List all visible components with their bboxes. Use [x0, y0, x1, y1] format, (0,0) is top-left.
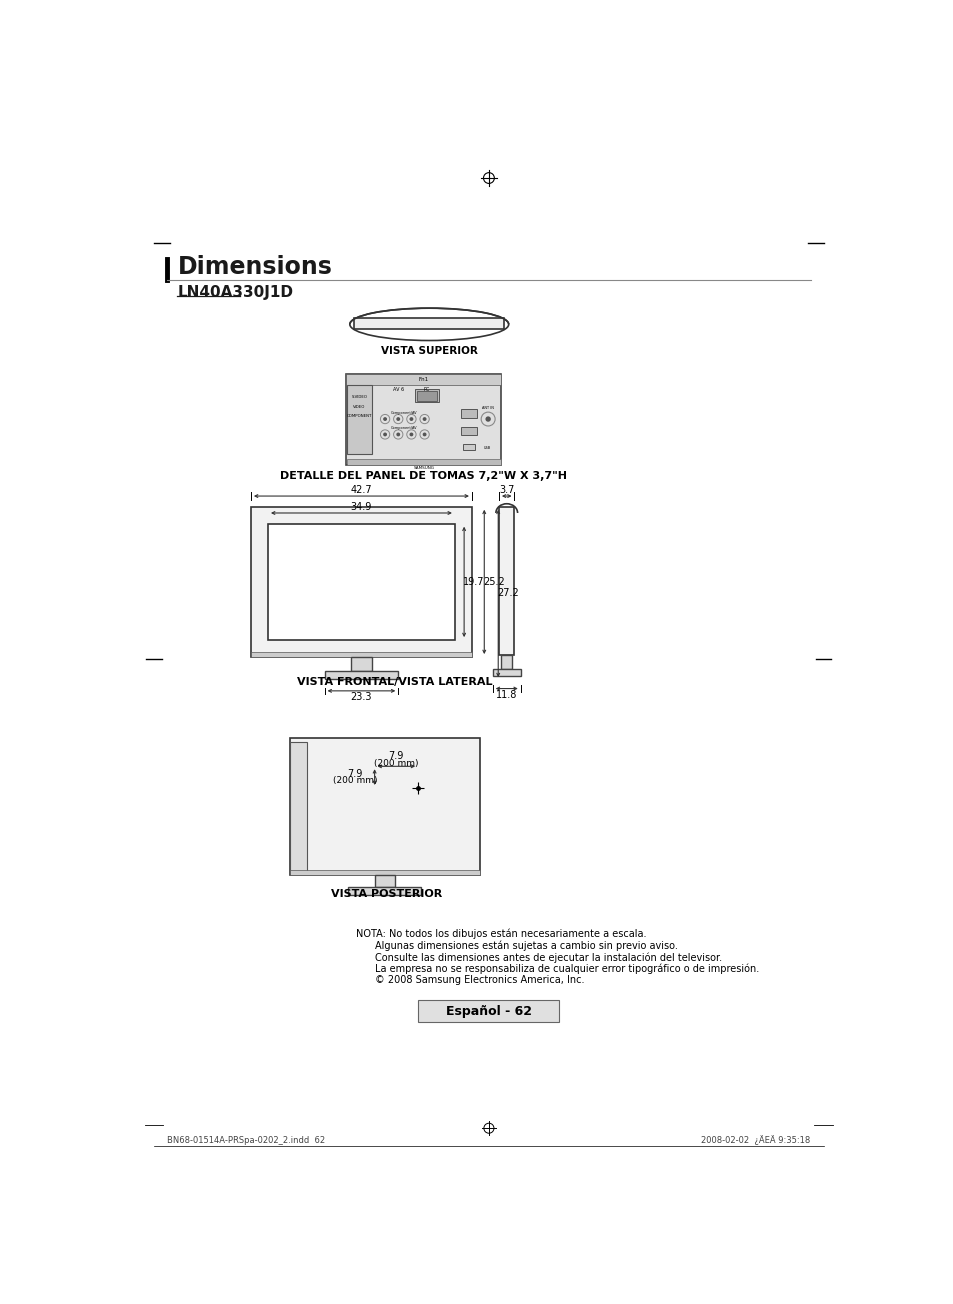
Text: 11.8: 11.8: [496, 690, 517, 700]
Circle shape: [395, 417, 399, 421]
Bar: [324, 670, 397, 678]
Text: Fn1: Fn1: [418, 377, 429, 382]
Text: 25.2: 25.2: [483, 576, 505, 587]
Bar: [460, 409, 476, 417]
Text: 7.9: 7.9: [388, 751, 403, 762]
Bar: [416, 391, 436, 400]
Text: © 2008 Samsung Electronics America, Inc.: © 2008 Samsung Electronics America, Inc.: [375, 975, 584, 986]
Bar: [415, 389, 439, 402]
Bar: [351, 657, 371, 670]
Circle shape: [422, 433, 426, 437]
Circle shape: [485, 416, 491, 421]
Text: BN68-01514A-PRSpa-0202_2.indd  62: BN68-01514A-PRSpa-0202_2.indd 62: [167, 1136, 325, 1145]
Bar: [251, 652, 472, 657]
Bar: [375, 875, 395, 887]
Text: ANT IN: ANT IN: [481, 407, 494, 411]
Text: 19.7: 19.7: [463, 576, 484, 587]
Text: 7.9: 7.9: [347, 769, 362, 778]
Text: VIDEO: VIDEO: [353, 404, 365, 408]
Text: Dimensions: Dimensions: [178, 254, 333, 279]
Text: NOTA: No todos los dibujos están necesariamente a escala.: NOTA: No todos los dibujos están necesar…: [355, 928, 645, 939]
Bar: [346, 374, 500, 385]
Text: La empresa no se responsabiliza de cualquier error tipográfico o de impresión.: La empresa no se responsabiliza de cualq…: [375, 964, 759, 974]
Bar: [347, 459, 500, 466]
Circle shape: [422, 417, 426, 421]
Bar: [462, 443, 475, 450]
Circle shape: [409, 417, 413, 421]
Text: AV 6: AV 6: [393, 387, 404, 393]
Bar: [348, 887, 421, 895]
Text: 27.2: 27.2: [497, 588, 518, 599]
Bar: [354, 318, 504, 329]
Text: Consulte las dimensiones antes de ejecutar la instalación del televisor.: Consulte las dimensiones antes de ejecut…: [375, 952, 721, 962]
Text: 3.7: 3.7: [498, 485, 514, 496]
Circle shape: [383, 433, 387, 437]
Bar: [498, 507, 514, 655]
Text: Component/AV: Component/AV: [391, 426, 417, 430]
Text: VISTA FRONTAL/VISTA LATERAL: VISTA FRONTAL/VISTA LATERAL: [296, 677, 492, 687]
Text: PC: PC: [422, 387, 429, 393]
Bar: [493, 669, 520, 677]
Text: USB: USB: [483, 446, 491, 450]
Bar: [290, 738, 479, 875]
Circle shape: [409, 433, 413, 437]
Bar: [268, 524, 455, 640]
Text: (200 mm): (200 mm): [374, 759, 418, 768]
Bar: [290, 870, 479, 875]
Text: (200 mm): (200 mm): [333, 776, 377, 785]
Circle shape: [395, 433, 399, 437]
Text: DETALLE DEL PANEL DE TOMAS 7,2"W X 3,7"H: DETALLE DEL PANEL DE TOMAS 7,2"W X 3,7"H: [280, 471, 567, 481]
Text: Español - 62: Español - 62: [445, 1004, 532, 1017]
Text: 2008-02-02  ¿ÄEÄ 9:35:18: 2008-02-02 ¿ÄEÄ 9:35:18: [700, 1136, 810, 1145]
Bar: [460, 426, 476, 436]
Text: 34.9: 34.9: [351, 502, 372, 512]
Bar: [251, 507, 472, 657]
Text: VISTA SUPERIOR: VISTA SUPERIOR: [380, 346, 477, 356]
Bar: [290, 742, 307, 871]
Text: SAMSUNG: SAMSUNG: [413, 467, 434, 471]
Text: 42.7: 42.7: [351, 485, 372, 496]
Text: 23.3: 23.3: [351, 692, 372, 702]
Bar: [500, 655, 512, 669]
Text: Component/AV: Component/AV: [391, 411, 417, 415]
Text: Algunas dimensiones están sujetas a cambio sin previo aviso.: Algunas dimensiones están sujetas a camb…: [375, 940, 678, 951]
Circle shape: [383, 417, 387, 421]
Bar: [346, 374, 500, 466]
Bar: [347, 385, 372, 455]
Text: LN40A330J1D: LN40A330J1D: [177, 284, 294, 300]
Text: S-VIDEO: S-VIDEO: [351, 395, 367, 399]
Text: COMPONENT: COMPONENT: [347, 413, 372, 419]
FancyBboxPatch shape: [418, 1000, 558, 1022]
Text: VISTA POSTERIOR: VISTA POSTERIOR: [331, 889, 442, 900]
